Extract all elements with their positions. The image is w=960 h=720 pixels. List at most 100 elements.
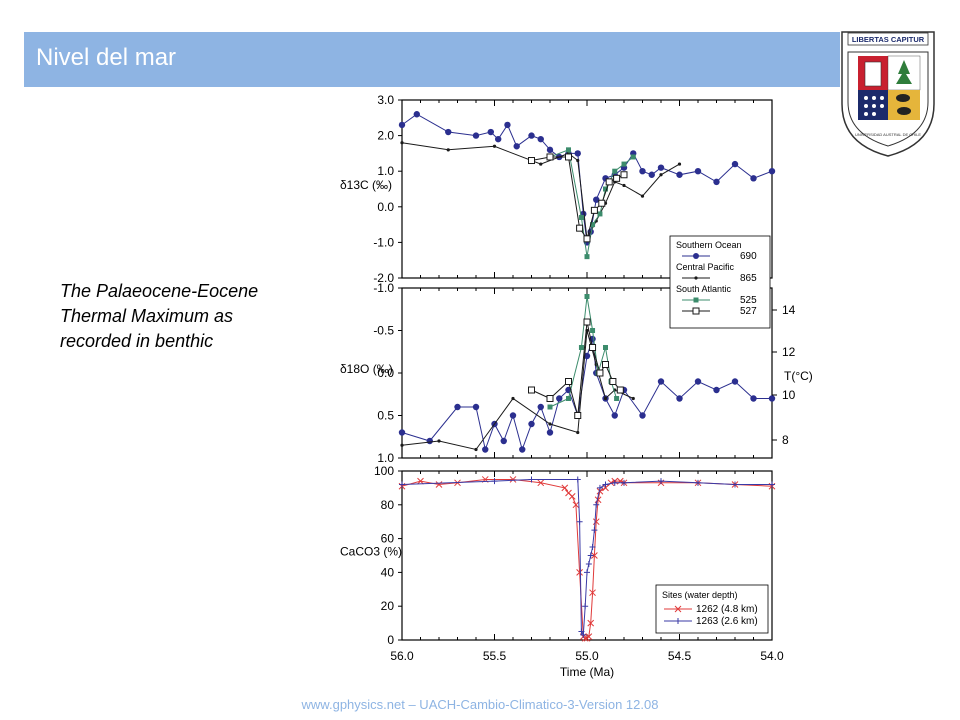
chart-2-series-1263-point: [658, 478, 664, 485]
chart-2-series-1262-point: [592, 518, 600, 526]
chart-0-series-865-point: [400, 141, 404, 145]
chart-1-series-865-point: [548, 422, 552, 426]
chart-0-series-525-point: [630, 154, 636, 160]
chart-1-series-525-point: [584, 294, 590, 299]
logo-ring-text: UNIVERSIDAD AUSTRAL DE CHILE: [855, 132, 921, 137]
university-crest-logo: LIBERTAS CAPITUR UNIVERSIDAD AUSTRAL DE …: [841, 31, 935, 157]
chart-0-series-690-point: [472, 132, 480, 139]
chart-1-series-527-line: [531, 321, 621, 416]
slide-title-bar: Nivel del mar: [24, 32, 840, 87]
chart-2-xtick-label: 56.0: [390, 649, 414, 663]
chart-1-series-525-point: [590, 328, 596, 333]
chart-1-series-527-point: [596, 369, 604, 377]
chart-0-ytick-label: -1.0: [373, 235, 394, 249]
chart-0-series-690-point: [574, 150, 581, 157]
chart-0-series-690-point: [593, 196, 600, 203]
chart-0-series-527-point: [528, 157, 535, 165]
chart-2-series-1262-point: [587, 619, 595, 627]
legend-caco3-header: Sites (water depth): [662, 590, 738, 600]
chart-2-series-1263-point: [399, 481, 405, 488]
chart-2-series-1263-point: [591, 527, 598, 534]
chart-1-series-690-point: [528, 420, 535, 428]
legend-marker-525: [693, 297, 699, 303]
chart-2-series-1263-point: [585, 560, 592, 567]
chart-0-series-690-point: [398, 121, 406, 129]
legend-caco3-entry: 1263 (2.6 km): [696, 616, 758, 627]
chart-0-series-525-point: [597, 211, 603, 217]
chart-1-series-690-point: [750, 395, 757, 402]
chart-1-ytick-label: -0.5: [373, 324, 394, 338]
chart-0-series-865-point: [677, 162, 682, 166]
chart-1-series-865-point: [631, 396, 635, 401]
chart-1-series-527-point: [609, 378, 617, 385]
chart-0-series-690-point: [676, 171, 683, 178]
chart-1-y2tick-label: 14: [782, 303, 796, 317]
chart-2-series-1263-point: [587, 552, 594, 559]
chart-1-series-690-point: [454, 403, 461, 411]
chart-0-series-690-point: [504, 121, 511, 129]
chart-1-series-690-point: [482, 446, 489, 453]
chart-0-ytick-label: 2.0: [377, 129, 394, 143]
chart-2-series-1262-point: [607, 479, 615, 487]
chart-1-series-527-point: [583, 318, 591, 326]
chart-1-series-690-point: [556, 395, 563, 402]
chart-1-series-690-point: [611, 412, 618, 419]
chart-0-series-527-point: [590, 206, 598, 214]
chart-1-ytick-label: -1.0: [373, 281, 394, 295]
chart-0-series-527-point: [598, 199, 606, 207]
chart-2-series-1263-point: [611, 479, 618, 486]
chart-1-y2tick-label: 12: [782, 345, 796, 359]
chart-1-series-690-point: [546, 429, 554, 436]
chart-1-series-690-point: [426, 437, 433, 445]
chart-2-series-1263-point: [732, 481, 738, 488]
chart-2-series-1263-line: [401, 479, 772, 637]
chart-2-series-1263-point: [596, 484, 603, 491]
chart-0-series-690-point: [768, 168, 776, 175]
chart-1-series-690-point: [694, 378, 702, 385]
chart-0-series-690-point: [546, 146, 554, 154]
chart-2-xlabel: Time (Ma): [560, 665, 614, 679]
legend-entry: 865: [740, 273, 757, 284]
chart-1-series-865-point: [400, 443, 404, 447]
chart-2-series-1263-point: [621, 479, 627, 486]
chart-2-series-1262-point: [509, 476, 517, 483]
chart-2-series-1263-point: [580, 631, 587, 638]
chart-0-series-527-point: [583, 235, 591, 243]
legend-isotope-box: [669, 235, 771, 329]
chart-2-ytick-label: 100: [374, 464, 394, 478]
chart-1-series-690-point: [472, 403, 480, 411]
chart-0-series-865-point: [622, 183, 626, 188]
legend-group-header: Central Pacific: [676, 262, 735, 272]
chart-2-series-1262-point: [561, 484, 569, 492]
legend-marker-690: [693, 253, 699, 259]
chart-0-series-527-point: [565, 153, 572, 161]
chart-1-series-690-point: [731, 378, 739, 385]
legend-entry: 525: [740, 295, 757, 306]
chart-2-series-1262-point: [591, 552, 598, 559]
chart-2-series-1262-point: [589, 589, 596, 597]
chart-0-series-525-point: [578, 214, 584, 220]
chart-0-series-525-point: [603, 186, 608, 192]
chart-0-series-525-point: [612, 168, 618, 174]
chart-0-series-865-point: [640, 194, 645, 198]
chart-0-series-527-point: [620, 171, 628, 179]
chart-2-series-1262-point: [537, 479, 545, 487]
chart-0-series-690-line: [401, 113, 773, 243]
legend-caco3-marker-plus: [675, 618, 681, 624]
chart-0-series-865-point: [576, 158, 580, 163]
chart-0-series-525-point: [566, 147, 571, 153]
chart-1-series-527-point: [546, 395, 554, 402]
chart-1-ytick-label: 0.5: [377, 409, 394, 423]
chart-0-series-690-point: [413, 111, 420, 118]
chart-1-series-690-point: [583, 352, 591, 360]
chart-2-series-1263-point: [582, 603, 589, 610]
chart-0-series-527-point: [613, 174, 621, 182]
chart-1-series-690-point: [500, 437, 507, 445]
chart-2-series-1263-point: [528, 476, 535, 483]
chart-1-series-865-point: [511, 396, 515, 401]
chart-0-series-690-point: [713, 178, 720, 186]
chart-0-series-690-point: [487, 128, 494, 136]
chart-1-series-690-point: [519, 446, 526, 453]
chart-0-series-690-point: [537, 135, 544, 143]
chart-2-xtick-label: 55.5: [483, 649, 507, 663]
